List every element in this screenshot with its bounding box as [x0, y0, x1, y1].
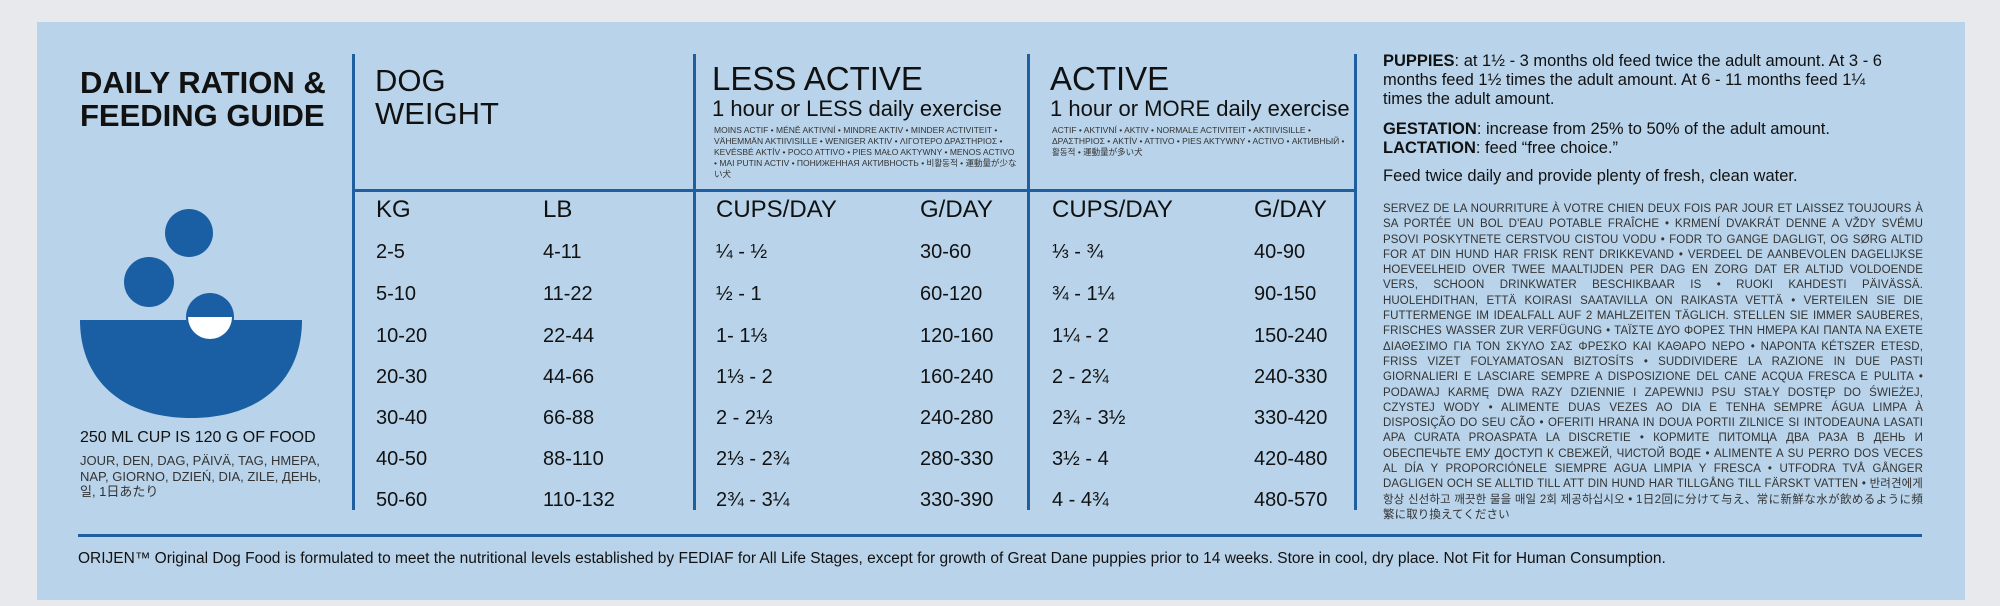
less-cups-cell: 2¾ - 3¼	[716, 489, 790, 511]
lb-cell: 11-22	[543, 283, 593, 305]
less-cups-cell: ¼ - ½	[716, 241, 768, 263]
less-g-cell: 60-120	[920, 283, 983, 305]
guide-title: DAILY RATION & FEEDING GUIDE	[80, 66, 326, 132]
gestation-label: GESTATION	[1383, 120, 1477, 138]
active-subtitle: 1 hour or MORE daily exercise	[1050, 96, 1350, 121]
active-g-cell: 420-480	[1254, 448, 1328, 470]
less-active-subtitle: 1 hour or LESS daily exercise	[712, 96, 1002, 121]
less-cups-cell: 2 - 2⅓	[716, 407, 773, 429]
footer-disclaimer: ORIJEN™ Original Dog Food is formulated …	[78, 550, 1666, 567]
less-active-translations: MOINS ACTIF • MÉNĚ AKTIVNÍ • MINDRE AKTI…	[714, 125, 1017, 179]
active-cups-header: CUPS/DAY	[1052, 196, 1173, 223]
puppies-text: : at 1½ - 3 months old feed twice the ad…	[1383, 52, 1882, 108]
active-translations: ACTIF • AKTIVNÍ • AKTIV • NORMALE ACTIVI…	[1052, 125, 1345, 157]
less-g-cell: 160-240	[920, 366, 994, 388]
kg-cell: 10-20	[376, 325, 428, 347]
divider-weight-less	[693, 54, 696, 510]
puppies-label: PUPPIES	[1383, 52, 1455, 70]
puppies-note: PUPPIES: at 1½ - 3 months old feed twice…	[1383, 52, 1903, 109]
active-g-cell: 330-420	[1254, 407, 1328, 429]
active-g-cell: 240-330	[1254, 366, 1328, 388]
food-bowl-icon	[80, 209, 302, 418]
dog-weight-line2: WEIGHT	[375, 96, 499, 131]
less-g-cell: 240-280	[920, 407, 994, 429]
feeding-guide-panel	[37, 22, 1965, 600]
header-underline	[352, 189, 1357, 192]
less-g-cell: 30-60	[920, 241, 972, 263]
active-cups-cell: 3½ - 4	[1052, 448, 1109, 470]
lb-cell: 22-44	[543, 325, 595, 347]
kg-cell: 50-60	[376, 489, 428, 511]
lb-header: LB	[543, 196, 573, 223]
kg-header: KG	[376, 196, 411, 223]
kg-cell: 20-30	[376, 366, 428, 388]
active-cups-cell: 2 - 2¾	[1052, 366, 1109, 388]
kg-cell: 30-40	[376, 407, 428, 429]
less-g-cell: 280-330	[920, 448, 994, 470]
active-g-cell: 40-90	[1254, 241, 1306, 263]
active-g-header: G/DAY	[1254, 196, 1327, 223]
active-g-cell: 150-240	[1254, 325, 1328, 347]
lb-cell: 4-11	[543, 241, 582, 263]
lactation-text: : feed “free choice.”	[1475, 139, 1619, 157]
active-g-cell: 480-570	[1254, 489, 1328, 511]
cup-note: 250 ML CUP IS 120 G OF FOOD	[80, 429, 316, 446]
kg-cell: 5-10	[376, 283, 417, 305]
dog-weight-line1: DOG	[375, 63, 446, 98]
active-cups-cell: 4 - 4¾	[1052, 489, 1109, 511]
active-title: ACTIVE	[1050, 60, 1170, 97]
multilingual-feeding-note: SERVEZ DE LA NOURRITURE À VOTRE CHIEN DE…	[1383, 203, 1923, 521]
active-g-cell: 90-150	[1254, 283, 1317, 305]
guide-title-line2: FEEDING GUIDE	[80, 98, 325, 133]
lb-cell: 88-110	[543, 448, 604, 470]
footer-rule	[78, 534, 1922, 537]
less-cups-cell: 2⅓ - 2¾	[716, 448, 790, 470]
feed-twice-note: Feed twice daily and provide plenty of f…	[1383, 167, 1798, 185]
divider-active-notes	[1354, 54, 1357, 510]
active-cups-cell: 1¼ - 2	[1052, 325, 1109, 347]
less-g-cell: 330-390	[920, 489, 994, 511]
gestation-note: GESTATION: increase from 25% to 50% of t…	[1383, 120, 1923, 139]
lactation-note: LACTATION: feed “free choice.”	[1383, 139, 1923, 158]
divider-less-active	[1027, 54, 1030, 510]
less-cups-cell: 1- 1⅓	[716, 325, 768, 347]
gestation-text: : increase from 25% to 50% of the adult …	[1476, 120, 1830, 138]
less-g-header: G/DAY	[920, 196, 993, 223]
less-g-cell: 120-160	[920, 325, 994, 347]
active-cups-cell: ⅓ - ¾	[1052, 241, 1104, 263]
active-cups-cell: 2¾ - 3½	[1052, 407, 1126, 429]
kg-cell: 2-5	[376, 241, 405, 263]
kg-cell: 40-50	[376, 448, 428, 470]
dog-weight-title: DOG WEIGHT	[375, 64, 499, 130]
lactation-label: LACTATION	[1383, 139, 1476, 157]
per-day-translations: JOUR, DEN, DAG, PÄIVÄ, TAG, HMEPA, NAP, …	[80, 453, 322, 499]
less-cups-cell: ½ - 1	[716, 283, 762, 305]
less-cups-cell: 1⅓ - 2	[716, 366, 773, 388]
less-active-title: LESS ACTIVE	[712, 60, 923, 97]
lb-cell: 66-88	[543, 407, 595, 429]
lb-cell: 44-66	[543, 366, 595, 388]
guide-title-line1: DAILY RATION &	[80, 65, 326, 100]
divider-guide-weight	[352, 54, 355, 510]
active-cups-cell: ¾ - 1¼	[1052, 283, 1115, 305]
lb-cell: 110-132	[543, 489, 615, 511]
less-cups-header: CUPS/DAY	[716, 196, 837, 223]
